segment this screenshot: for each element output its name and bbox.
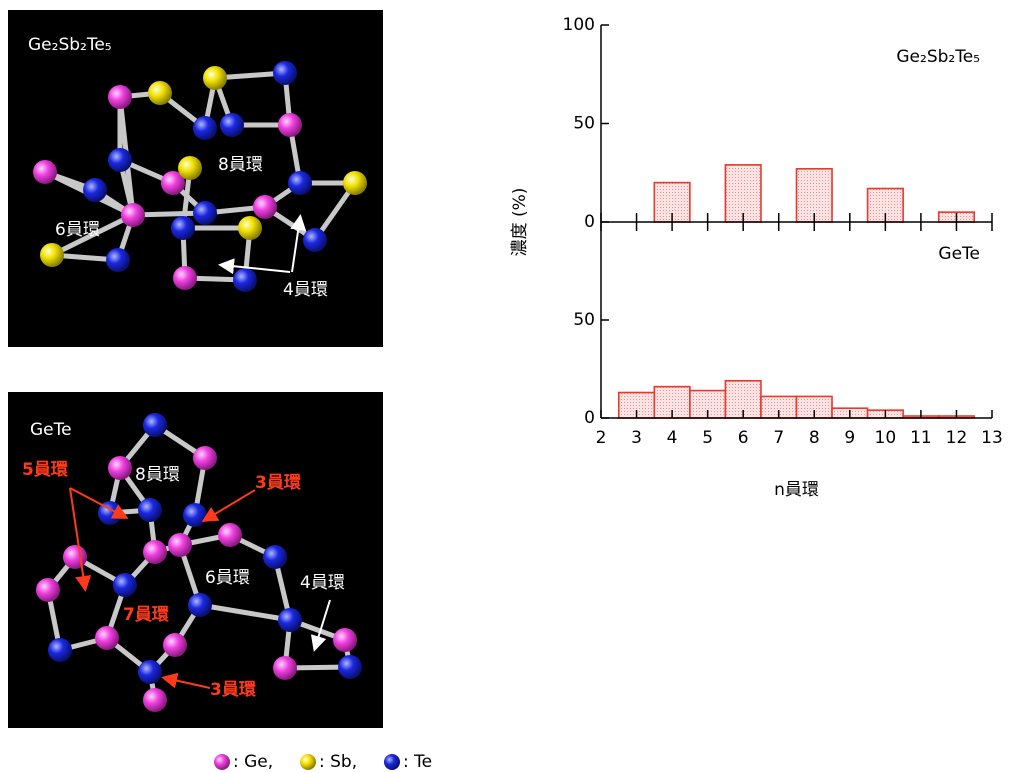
atom bbox=[48, 638, 72, 662]
atom bbox=[138, 498, 162, 522]
ring-label: 3員環 bbox=[255, 473, 302, 493]
x-tick-label: 11 bbox=[910, 428, 932, 448]
atom bbox=[108, 456, 132, 480]
atom bbox=[178, 156, 202, 180]
x-tick-label: 9 bbox=[844, 428, 855, 448]
atom bbox=[95, 626, 119, 650]
legend-swatch bbox=[214, 754, 230, 770]
x-tick-label: 8 bbox=[809, 428, 820, 448]
y-tick-label: 50 bbox=[573, 114, 595, 134]
atom bbox=[113, 573, 137, 597]
atom bbox=[288, 171, 312, 195]
x-tick-label: 2 bbox=[596, 428, 607, 448]
x-tick-label: 4 bbox=[667, 428, 678, 448]
atom bbox=[203, 66, 227, 90]
atom bbox=[193, 201, 217, 225]
atom bbox=[343, 171, 367, 195]
atom bbox=[63, 545, 87, 569]
legend-label: : Sb, bbox=[319, 752, 357, 772]
atom bbox=[148, 81, 172, 105]
atom bbox=[33, 160, 57, 184]
atom bbox=[238, 216, 262, 240]
atom bbox=[108, 85, 132, 109]
atom bbox=[183, 503, 207, 527]
atom bbox=[333, 628, 357, 652]
ring-label: 8員環 bbox=[135, 465, 180, 485]
atom bbox=[218, 523, 242, 547]
atom bbox=[171, 216, 195, 240]
atom bbox=[168, 533, 192, 557]
atom bbox=[138, 660, 162, 684]
atom bbox=[233, 268, 257, 292]
legend-label: : Ge, bbox=[233, 752, 273, 772]
structure-title: GeTe bbox=[30, 420, 72, 440]
atom bbox=[106, 248, 130, 272]
y-tick-label: 0 bbox=[584, 212, 595, 232]
panel-label: Ge₂Sb₂Te₅ bbox=[896, 47, 980, 67]
atom bbox=[253, 195, 277, 219]
atom bbox=[278, 113, 302, 137]
legend-swatch bbox=[300, 754, 316, 770]
atom bbox=[40, 243, 64, 267]
x-tick-label: 3 bbox=[631, 428, 642, 448]
x-tick-label: 12 bbox=[946, 428, 968, 448]
structure-title: Ge₂Sb₂Te₅ bbox=[28, 35, 112, 55]
legend-label: : Te bbox=[403, 752, 432, 772]
atom bbox=[278, 608, 302, 632]
legend-swatch bbox=[384, 754, 400, 770]
atom bbox=[143, 688, 167, 712]
x-tick-label: 7 bbox=[773, 428, 784, 448]
ring-label: 6員環 bbox=[55, 220, 100, 240]
atom bbox=[273, 656, 297, 680]
x-tick-label: 10 bbox=[875, 428, 897, 448]
atom bbox=[173, 266, 197, 290]
atom bbox=[83, 178, 107, 202]
ring-label: 5員環 bbox=[22, 460, 69, 480]
atom bbox=[193, 116, 217, 140]
y-tick-label: 50 bbox=[573, 310, 595, 330]
atom bbox=[303, 228, 327, 252]
atom bbox=[273, 61, 297, 85]
ring-label: 4員環 bbox=[300, 573, 345, 593]
x-tick-label: 5 bbox=[702, 428, 713, 448]
atom bbox=[121, 203, 145, 227]
figure: Ge₂Sb₂Te₅ 8員環 6員環 4員環 GeTe 5員環 8員環 3員環 6… bbox=[0, 0, 1009, 773]
panel-label: GeTe bbox=[938, 244, 980, 264]
atom bbox=[36, 578, 60, 602]
atom bbox=[220, 113, 244, 137]
atom bbox=[143, 540, 167, 564]
x-axis-label: n員環 bbox=[774, 480, 819, 500]
ring-label: 3員環 bbox=[210, 680, 257, 700]
y-axis-label: 濃度 (%) bbox=[510, 188, 530, 257]
ring-label: 8員環 bbox=[218, 155, 263, 175]
x-tick-label: 6 bbox=[738, 428, 749, 448]
atom bbox=[188, 593, 212, 617]
atom bbox=[263, 545, 287, 569]
atom bbox=[193, 446, 217, 470]
atom bbox=[338, 655, 362, 679]
y-tick-label: 0 bbox=[584, 408, 595, 428]
ring-label: 7員環 bbox=[123, 605, 170, 625]
y-tick-label: 100 bbox=[563, 15, 595, 35]
x-tick-label: 13 bbox=[981, 428, 1003, 448]
ring-label: 6員環 bbox=[205, 568, 250, 588]
ring-label: 4員環 bbox=[283, 280, 328, 300]
atom bbox=[143, 413, 167, 437]
atom bbox=[108, 148, 132, 172]
atom bbox=[163, 633, 187, 657]
